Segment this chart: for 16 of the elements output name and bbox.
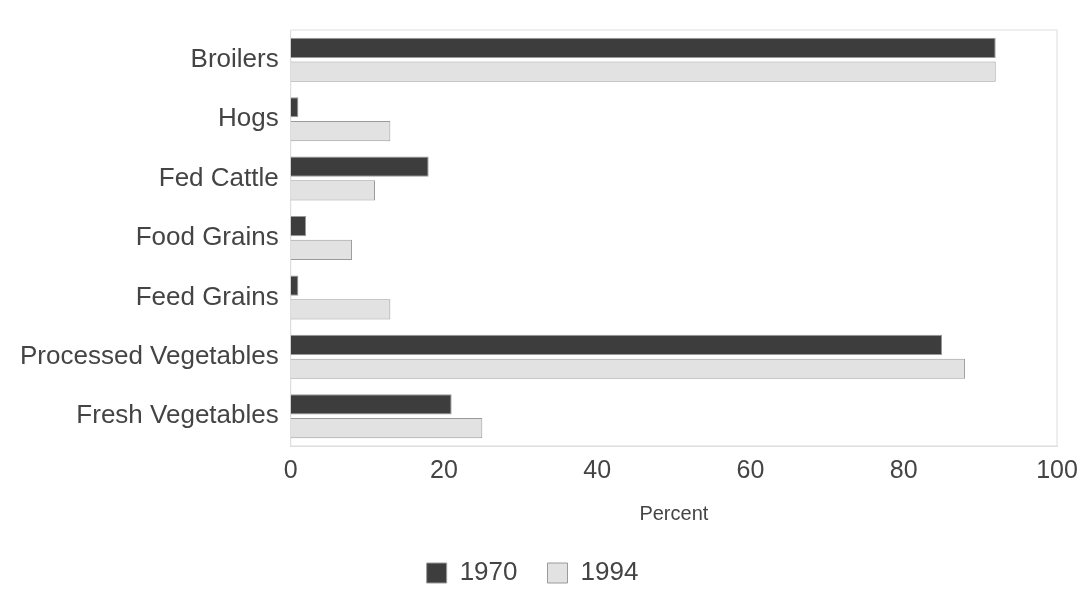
y-tick-label: Food Grains bbox=[135, 221, 279, 252]
x-tick-label: 40 bbox=[583, 454, 612, 483]
x-tick-label: 60 bbox=[736, 454, 765, 483]
x-tick-label: 100 bbox=[1036, 454, 1078, 483]
y-tick-label: Processed Vegetables bbox=[20, 340, 279, 371]
legend-label: 1994 bbox=[580, 556, 639, 587]
x-tick-label: 80 bbox=[889, 454, 918, 483]
x-tick-label: 0 bbox=[283, 454, 298, 483]
x-tick-label: 20 bbox=[430, 454, 458, 483]
legend-label: 1970 bbox=[459, 556, 518, 587]
x-axis-title: Percent bbox=[639, 501, 709, 524]
y-tick-label: Broilers bbox=[190, 42, 279, 73]
y-tick-label: Fed Cattle bbox=[158, 161, 279, 192]
y-tick-label: Feed Grains bbox=[135, 280, 279, 311]
y-tick-label: Fresh Vegetables bbox=[76, 399, 279, 430]
y-tick-label: Hogs bbox=[218, 102, 279, 133]
